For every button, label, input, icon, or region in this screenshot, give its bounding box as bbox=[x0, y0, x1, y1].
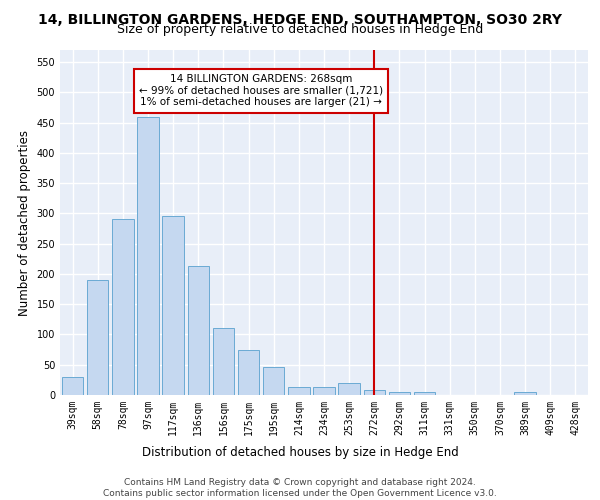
Bar bbox=[364, 390, 385, 395]
Bar bbox=[263, 366, 284, 395]
Bar bbox=[389, 392, 410, 395]
Bar bbox=[514, 392, 536, 395]
Bar bbox=[112, 220, 134, 395]
Bar bbox=[288, 387, 310, 395]
Bar bbox=[62, 377, 83, 395]
Text: Distribution of detached houses by size in Hedge End: Distribution of detached houses by size … bbox=[142, 446, 458, 459]
Bar bbox=[313, 387, 335, 395]
Y-axis label: Number of detached properties: Number of detached properties bbox=[18, 130, 31, 316]
Text: Size of property relative to detached houses in Hedge End: Size of property relative to detached ho… bbox=[117, 22, 483, 36]
Bar bbox=[87, 280, 109, 395]
Text: 14, BILLINGTON GARDENS, HEDGE END, SOUTHAMPTON, SO30 2RY: 14, BILLINGTON GARDENS, HEDGE END, SOUTH… bbox=[38, 12, 562, 26]
Bar bbox=[137, 116, 158, 395]
Bar bbox=[188, 266, 209, 395]
Bar bbox=[414, 392, 435, 395]
Text: 14 BILLINGTON GARDENS: 268sqm
← 99% of detached houses are smaller (1,721)
1% of: 14 BILLINGTON GARDENS: 268sqm ← 99% of d… bbox=[139, 74, 383, 108]
Bar bbox=[163, 216, 184, 395]
Bar bbox=[213, 328, 234, 395]
Bar bbox=[338, 383, 360, 395]
Bar bbox=[238, 350, 259, 395]
Text: Contains HM Land Registry data © Crown copyright and database right 2024.
Contai: Contains HM Land Registry data © Crown c… bbox=[103, 478, 497, 498]
